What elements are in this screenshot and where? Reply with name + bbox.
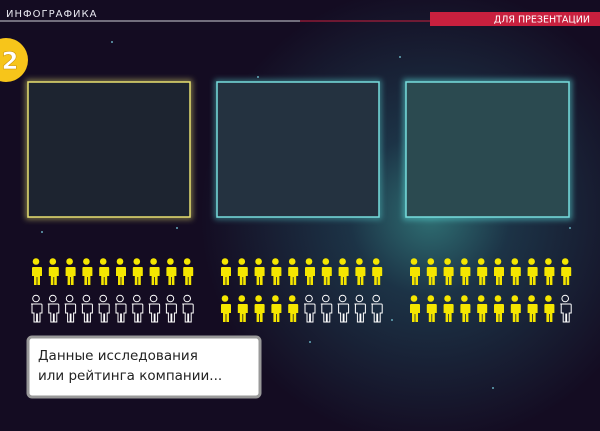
person-empty [320, 294, 333, 323]
person-empty [354, 294, 366, 323]
person-filled [287, 295, 299, 322]
badge [0, 38, 28, 82]
person-empty [64, 294, 77, 323]
person-filled [220, 258, 231, 285]
person-filled [220, 295, 231, 322]
person-filled [371, 258, 383, 285]
person-filled [236, 295, 248, 322]
person-empty [98, 294, 110, 323]
person-filled [543, 295, 555, 322]
person-filled [442, 258, 454, 285]
person-filled [442, 295, 454, 322]
stars [41, 41, 571, 389]
pictograms [31, 258, 572, 323]
person-filled [409, 295, 420, 322]
person-filled [526, 258, 538, 285]
person-filled [476, 295, 488, 322]
person-filled [459, 295, 471, 322]
person-filled [270, 258, 282, 285]
person-filled [253, 295, 265, 322]
frames [25, 79, 572, 220]
person-filled [148, 258, 160, 285]
person-empty [371, 294, 383, 323]
person-filled [409, 258, 420, 285]
person-filled [236, 258, 248, 285]
person-empty [148, 294, 161, 323]
person-filled [131, 258, 143, 285]
person-filled [287, 258, 299, 285]
person-filled [459, 258, 471, 285]
person-filled [182, 258, 194, 285]
note-line: Данные исследования [38, 348, 198, 364]
person-empty [131, 294, 144, 323]
person-filled [560, 258, 572, 285]
person-filled [425, 258, 437, 285]
person-empty [81, 294, 93, 323]
person-filled [526, 295, 538, 322]
header-title: ИНФОГРАФИКА [6, 9, 97, 20]
note-box [26, 335, 262, 399]
person-filled [476, 258, 488, 285]
person-filled [543, 258, 555, 285]
person-empty [115, 294, 127, 323]
person-empty [182, 294, 194, 323]
header-tag: ДЛЯ ПРЕЗЕНТАЦИИ [494, 15, 590, 26]
person-empty [304, 294, 316, 323]
person-empty [47, 294, 60, 323]
person-filled [31, 258, 42, 285]
person-filled [493, 258, 504, 285]
person-filled [509, 258, 521, 285]
person-filled [115, 258, 126, 285]
person-filled [320, 258, 332, 285]
header-tag-bg [430, 12, 600, 26]
person-filled [47, 258, 59, 285]
person-empty [165, 294, 177, 323]
person-filled [425, 295, 437, 322]
person-empty [31, 294, 43, 323]
person-filled [98, 258, 110, 285]
note-line: или рейтинга компании... [38, 368, 222, 384]
badge-number: 2 [2, 47, 19, 75]
person-empty [560, 294, 572, 323]
person-filled [253, 258, 265, 285]
person-filled [493, 295, 504, 322]
person-filled [509, 295, 521, 322]
person-filled [354, 258, 366, 285]
person-filled [165, 258, 177, 285]
person-filled [81, 258, 93, 285]
person-filled [270, 295, 282, 322]
person-empty [337, 294, 350, 323]
person-filled [337, 258, 349, 285]
person-filled [64, 258, 76, 285]
person-filled [304, 258, 315, 285]
